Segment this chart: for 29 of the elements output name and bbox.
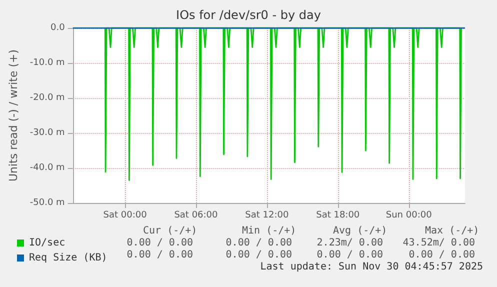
- chart-title: IOs for /dev/sr0 - by day: [176, 8, 321, 22]
- x-tick-label: Sat 06:00: [174, 210, 218, 220]
- text: Avg (-/+): [333, 226, 388, 236]
- text: Cur (-/+): [143, 226, 198, 236]
- text: Last update: Sun Nov 30 04:45:57 2025: [260, 262, 484, 272]
- text: Min (-/+): [242, 226, 296, 236]
- y-tick-label: -10.0 m: [30, 58, 65, 68]
- x-tick-label: Sat 18:00: [316, 210, 360, 220]
- x-tick-label: Sun 00:00: [386, 210, 432, 220]
- y-tick-label: -30.0 m: [30, 128, 65, 138]
- text: 43.52m/ 0.00: [402, 238, 476, 248]
- legend-label: Req Size (KB): [29, 252, 108, 264]
- x-tick-label: Sat 00:00: [103, 210, 148, 220]
- text: 2.23m/ 0.00: [316, 238, 384, 248]
- x-tick-label: Sat 12:00: [245, 210, 289, 220]
- y-tick-label: 0.0: [50, 23, 66, 33]
- text: 0.00 / 0.00: [126, 250, 194, 260]
- y-axis-title: Units read (-) / write (+): [7, 49, 20, 182]
- text: 0.00 / 0.00: [316, 250, 384, 260]
- y-tick-label: -20.0 m: [30, 93, 65, 103]
- text: 0.00 / 0.00: [226, 250, 292, 260]
- y-tick-label: -50.0 m: [30, 198, 65, 208]
- text: 0.00 / 0.00: [126, 238, 194, 248]
- legend-label: IO/sec: [29, 238, 66, 248]
- text: 0.00 / 0.00: [226, 238, 292, 248]
- line-series: [104, 27, 462, 181]
- text: 0.00 / 0.00: [408, 250, 476, 260]
- text: Max (-/+): [425, 226, 480, 236]
- y-tick-label: -40.0 m: [30, 163, 65, 173]
